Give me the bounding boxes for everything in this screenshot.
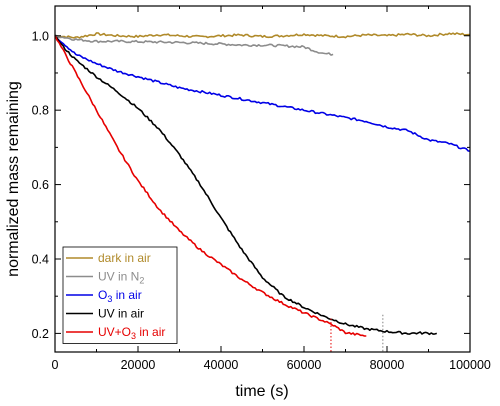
- legend-label: UV+O3 in air: [98, 325, 165, 341]
- legend-label: O3 in air: [98, 288, 142, 304]
- x-tick-label: 0: [52, 358, 59, 372]
- x-tick-label: 100000: [449, 358, 491, 372]
- series-line-4: [54, 34, 367, 337]
- series-line-2: [54, 35, 471, 152]
- legend-label: UV in N2: [98, 270, 144, 286]
- plot-area: [54, 32, 471, 352]
- y-tick-label: 0.6: [32, 178, 49, 192]
- x-tick-label: 60000: [287, 358, 322, 372]
- x-axis-title: time (s): [235, 383, 288, 400]
- x-tick-label: 20000: [121, 358, 156, 372]
- y-tick-label: 0.8: [32, 104, 49, 118]
- x-tick-label: 40000: [204, 358, 239, 372]
- legend-label: UV in air: [98, 307, 144, 321]
- y-tick-label: 0.4: [32, 252, 49, 266]
- axis-tick-labels: 0 20000 40000 60000 80000 100000 0.2 0.4 0.6 0.8 1…: [32, 29, 491, 372]
- series-line-3: [54, 36, 438, 336]
- series-line-1: [54, 34, 334, 56]
- y-tick-label: 0.2: [32, 327, 49, 341]
- x-tick-label: 80000: [370, 358, 405, 372]
- y-axis-title: normalized mass remaining: [5, 81, 22, 277]
- legend-label: dark in air: [98, 251, 151, 265]
- axis-ticks: [54, 6, 471, 352]
- y-tick-label: 1.0: [32, 29, 49, 43]
- legend: dark in air UV in N2 O3 in air UV in air UV+…: [62, 246, 178, 344]
- series-line-0: [55, 32, 471, 39]
